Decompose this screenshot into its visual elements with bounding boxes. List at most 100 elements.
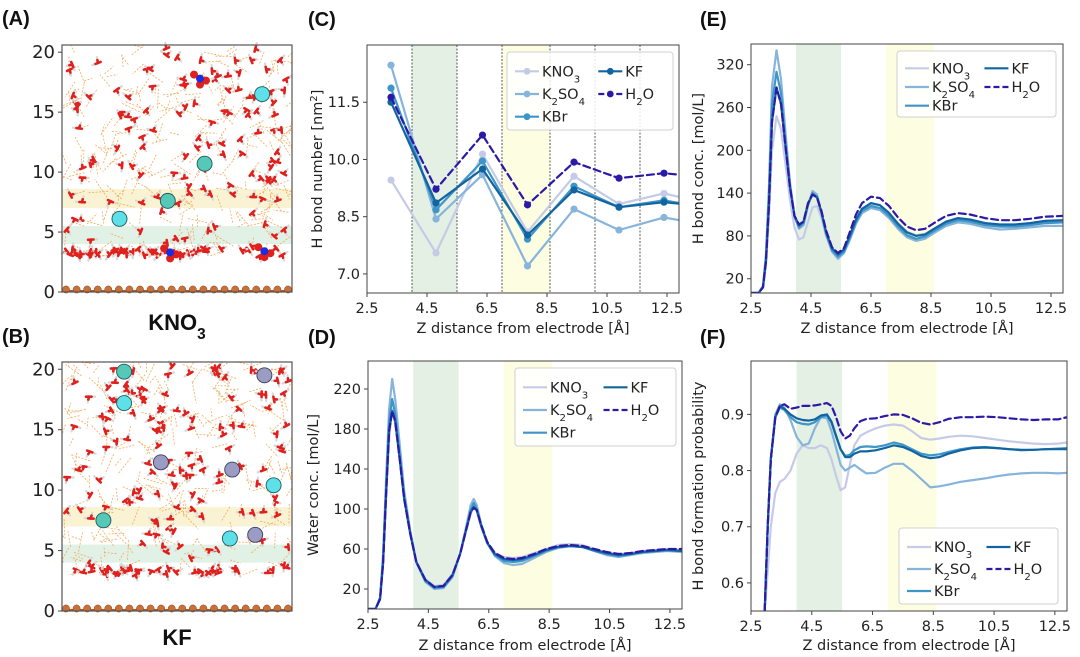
hbond <box>278 467 293 471</box>
hbond <box>64 81 76 98</box>
hbond <box>70 366 78 381</box>
data-point-kf <box>615 203 623 211</box>
hbond <box>116 145 125 158</box>
hbond <box>109 133 117 152</box>
hbond <box>273 506 281 512</box>
water-oxygen <box>189 416 195 421</box>
water-oxygen <box>282 170 287 176</box>
hbond <box>280 550 293 563</box>
water-oxygen <box>124 382 130 388</box>
nitrate-oxygen <box>254 243 263 252</box>
water-oxygen <box>229 395 235 400</box>
water-oxygen <box>80 176 85 182</box>
legend-label-k2so4: K2SO4 <box>542 87 585 108</box>
water-oxygen <box>159 420 164 426</box>
hbond <box>160 174 172 178</box>
hbond <box>194 125 207 138</box>
hbond <box>206 60 222 63</box>
water-oxygen <box>278 369 284 374</box>
fluoride-ion <box>256 367 273 384</box>
water-oxygen <box>69 192 75 197</box>
water-oxygen <box>178 468 185 472</box>
water-oxygen <box>265 175 270 181</box>
water-oxygen <box>284 77 289 84</box>
hbond <box>259 79 271 90</box>
data-point-kf <box>660 198 668 206</box>
electrode-atom <box>93 285 102 294</box>
electrode-atom <box>136 604 144 613</box>
hbond <box>146 445 150 455</box>
water-oxygen <box>136 386 142 392</box>
hbond <box>204 361 214 368</box>
hbond <box>181 452 191 461</box>
y-tick-label: 320 <box>716 58 744 74</box>
hbond <box>196 115 207 123</box>
electrode-atom <box>167 604 176 613</box>
hbond <box>164 380 170 391</box>
y-tick-label: 5 <box>44 222 55 243</box>
data-point-kbr <box>478 157 487 165</box>
series-line-k2so4 <box>389 64 679 267</box>
electrode-atom <box>157 285 165 294</box>
x-tick-label: 8.5 <box>919 301 942 317</box>
water-oxygen <box>177 542 182 549</box>
water-oxygen <box>123 388 129 393</box>
water-oxygen <box>149 470 155 475</box>
hbond <box>137 182 149 189</box>
hbond <box>288 193 293 197</box>
water-oxygen <box>251 192 256 199</box>
hbond <box>180 96 201 104</box>
hbond <box>131 44 144 48</box>
water-oxygen <box>192 101 199 106</box>
water-oxygen <box>177 111 183 116</box>
potassium-ion <box>111 210 128 227</box>
hbond <box>261 408 274 412</box>
hbond <box>99 147 114 149</box>
electrode-atom <box>104 604 113 613</box>
hbond <box>149 374 157 383</box>
water-oxygen <box>285 563 290 569</box>
data-point-k2so4 <box>615 226 623 234</box>
hbond <box>273 60 293 63</box>
hbond <box>109 232 124 239</box>
data-point-h2o <box>570 158 578 166</box>
data-point-kbr <box>432 206 440 214</box>
y-tick-label: 140 <box>333 462 361 478</box>
hbond <box>73 364 81 371</box>
hbond <box>240 423 258 427</box>
x-tick-label: 4.5 <box>417 617 440 633</box>
hbond <box>102 530 114 547</box>
hbond <box>209 118 223 122</box>
water-oxygen <box>153 427 159 432</box>
potassium-ion <box>116 395 133 412</box>
legend-box <box>898 527 1059 605</box>
hbond <box>91 531 96 543</box>
water-oxygen <box>211 367 216 373</box>
water-oxygen <box>78 507 84 511</box>
water-oxygen <box>170 528 176 533</box>
water-oxygen <box>272 495 277 500</box>
hbond <box>186 228 194 250</box>
hbond <box>225 414 237 421</box>
hbond <box>141 166 153 176</box>
data-point-k2so4 <box>660 213 668 222</box>
water-oxygen <box>227 183 233 189</box>
electrode-atom <box>231 285 239 294</box>
water-oxygen <box>259 197 265 203</box>
x-tick-label: 2.5 <box>356 617 379 633</box>
water-oxygen <box>172 237 178 241</box>
hbond <box>188 361 195 371</box>
hbond <box>223 471 227 494</box>
y-tick-label: 20 <box>32 42 55 63</box>
hbond <box>267 408 285 421</box>
hbond <box>116 202 135 208</box>
water-oxygen <box>110 396 116 401</box>
hbond <box>250 542 265 555</box>
hbond <box>102 147 110 164</box>
x-tick-label: 10.5 <box>591 301 623 317</box>
water-oxygen <box>273 500 279 504</box>
water-oxygen <box>87 252 93 257</box>
hbond <box>147 484 164 497</box>
hbond <box>172 427 175 445</box>
hbond <box>108 494 114 514</box>
